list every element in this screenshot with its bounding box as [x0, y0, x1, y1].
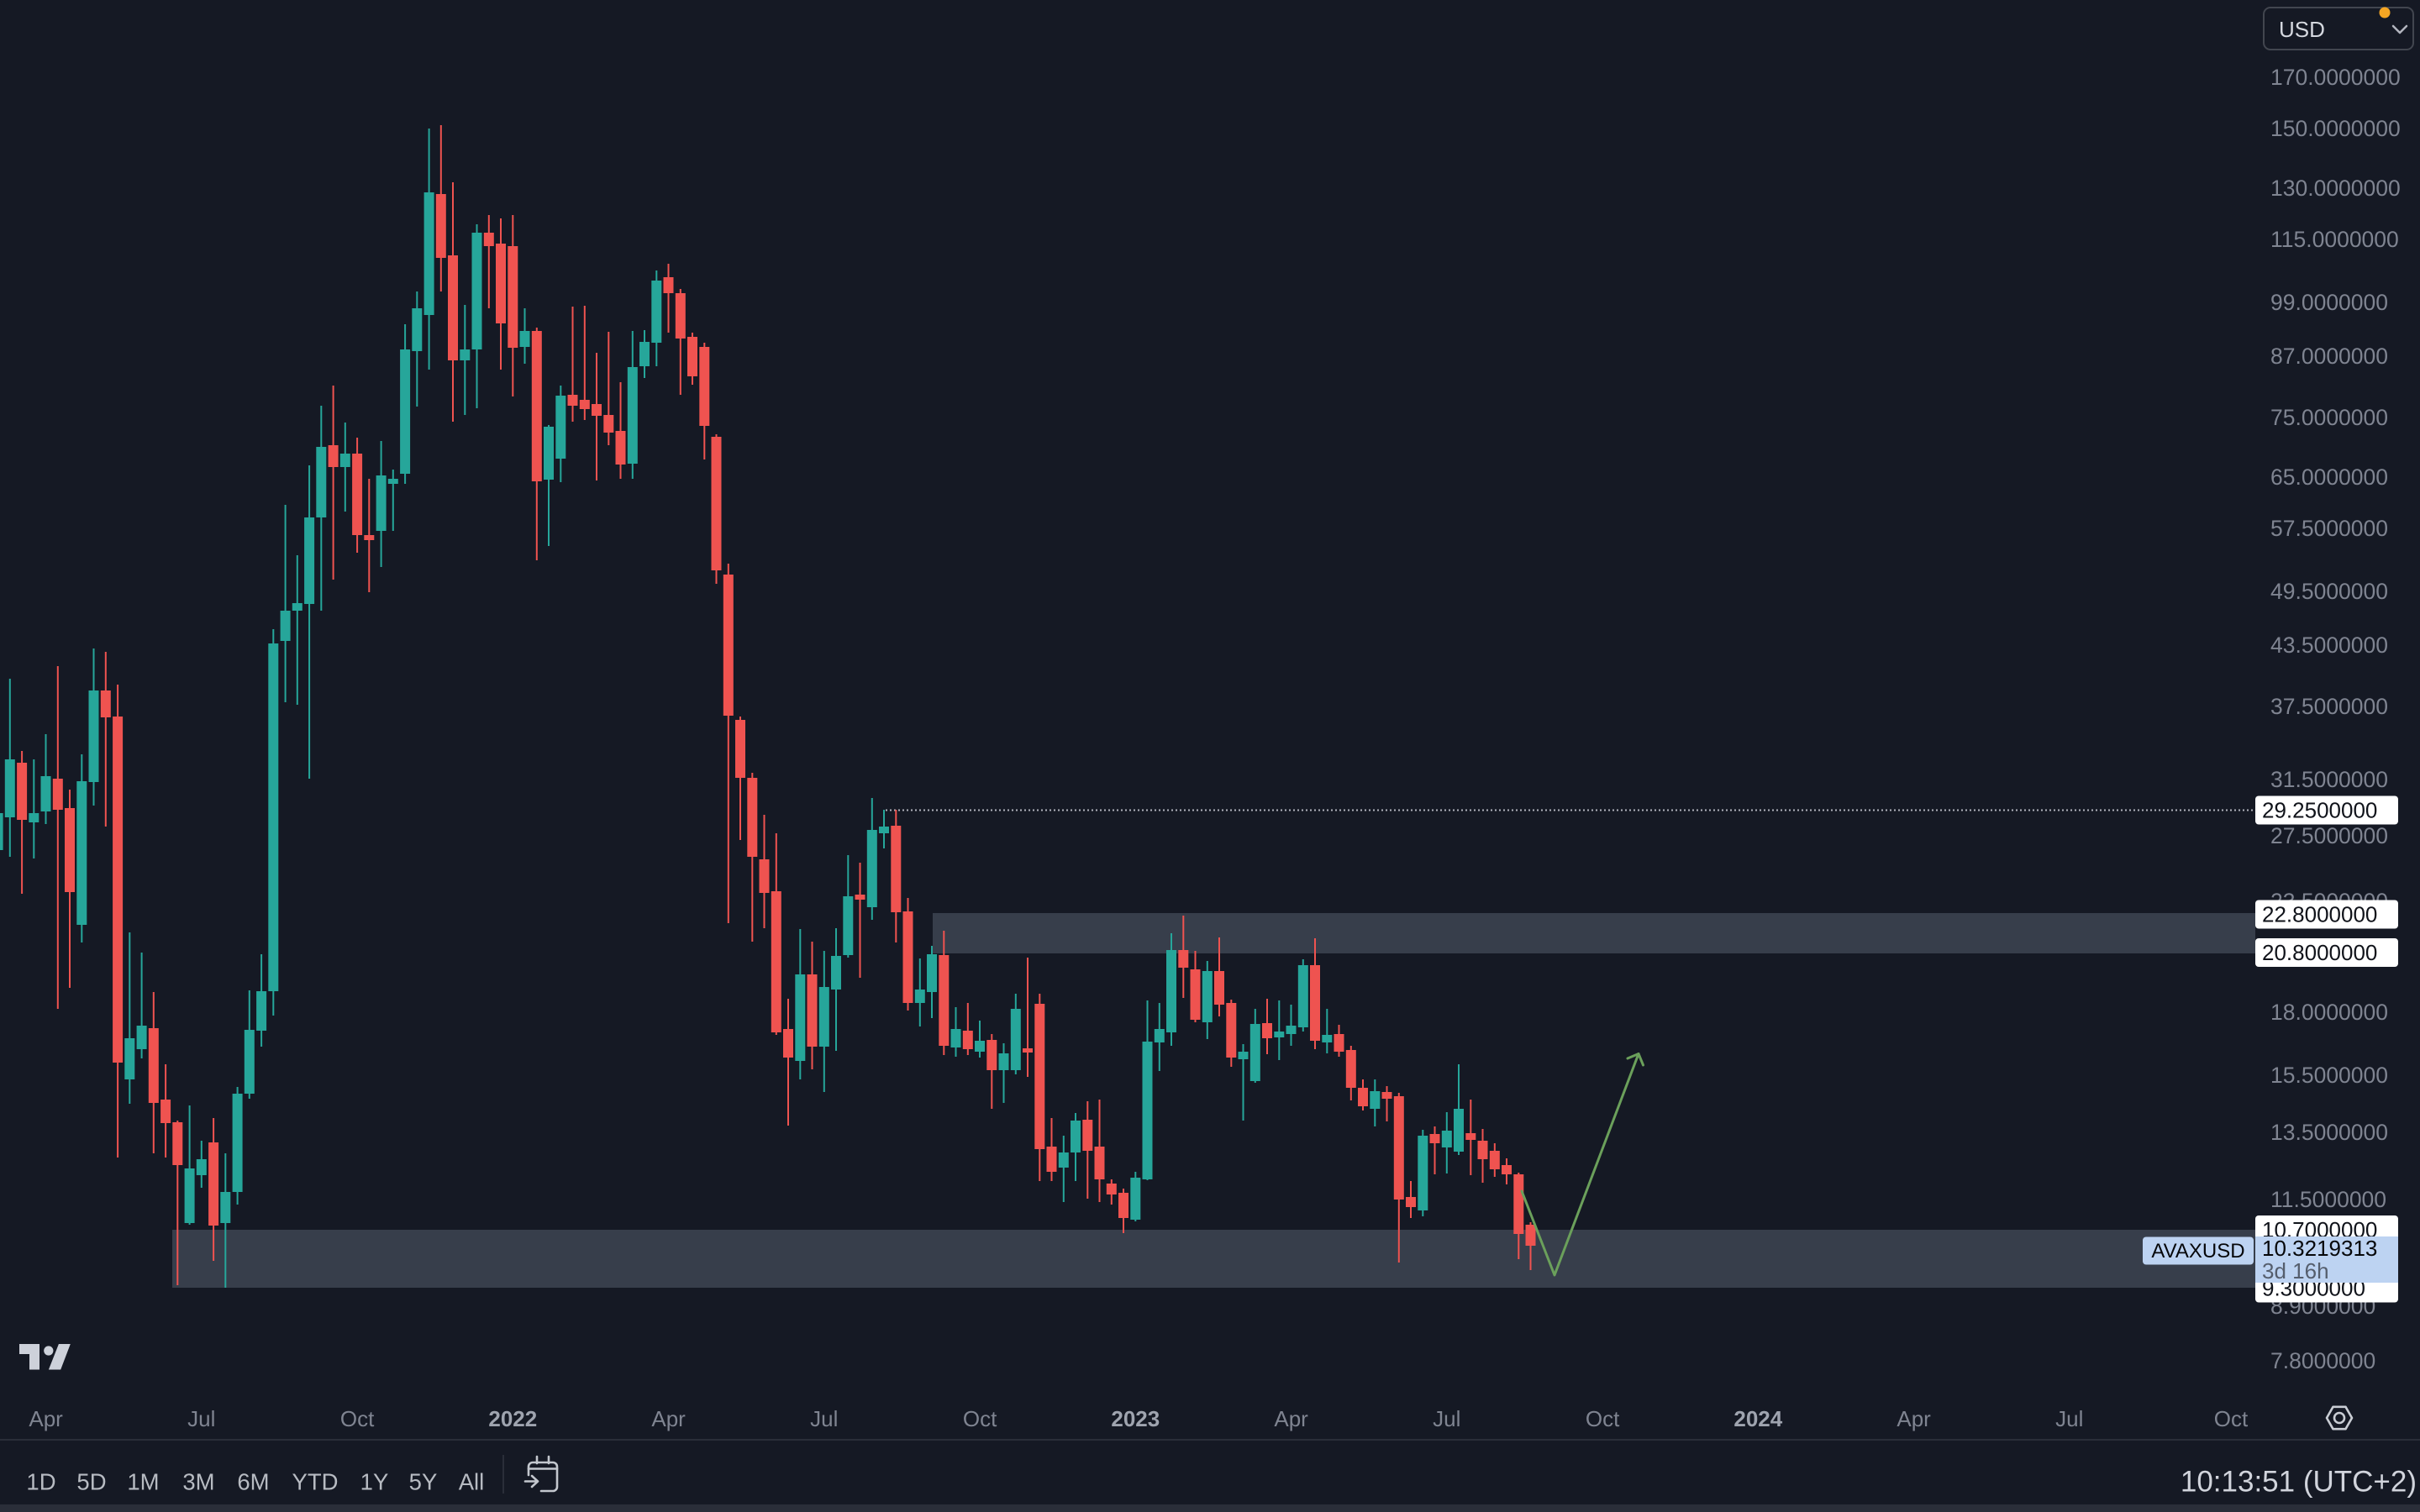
svg-text:Apr: Apr [29, 1406, 63, 1431]
svg-text:Jul: Jul [187, 1406, 215, 1431]
svg-text:57.5000000: 57.5000000 [2270, 516, 2388, 541]
svg-text:Oct: Oct [963, 1406, 997, 1431]
svg-text:3d 16h: 3d 16h [2262, 1258, 2329, 1284]
svg-text:31.5000000: 31.5000000 [2270, 767, 2388, 792]
svg-text:10.3219313: 10.3219313 [2262, 1236, 2377, 1261]
svg-text:2024: 2024 [1733, 1406, 1782, 1431]
svg-text:USD: USD [2279, 17, 2325, 42]
svg-text:20.8000000: 20.8000000 [2262, 940, 2377, 965]
svg-text:1D: 1D [26, 1469, 55, 1495]
svg-text:10:13:51 (UTC+2): 10:13:51 (UTC+2) [2181, 1466, 2417, 1499]
svg-text:2022: 2022 [488, 1406, 537, 1431]
svg-text:6M: 6M [237, 1469, 269, 1495]
svg-text:65.0000000: 65.0000000 [2270, 465, 2388, 490]
svg-text:Apr: Apr [1274, 1406, 1308, 1431]
svg-text:115.0000000: 115.0000000 [2270, 227, 2399, 252]
svg-text:15.5000000: 15.5000000 [2270, 1063, 2388, 1088]
svg-text:1M: 1M [127, 1469, 159, 1495]
svg-text:99.0000000: 99.0000000 [2270, 290, 2388, 315]
svg-text:3M: 3M [182, 1469, 214, 1495]
svg-text:All: All [459, 1469, 485, 1495]
svg-text:Oct: Oct [340, 1406, 375, 1431]
svg-text:Jul: Jul [2055, 1406, 2083, 1431]
svg-text:18.0000000: 18.0000000 [2270, 1000, 2388, 1025]
svg-text:Apr: Apr [651, 1406, 686, 1431]
svg-text:Jul: Jul [1433, 1406, 1460, 1431]
svg-text:27.5000000: 27.5000000 [2270, 823, 2388, 848]
svg-text:43.5000000: 43.5000000 [2270, 633, 2388, 658]
svg-text:Oct: Oct [1586, 1406, 1620, 1431]
svg-text:75.0000000: 75.0000000 [2270, 405, 2388, 430]
svg-text:Jul: Jul [810, 1406, 838, 1431]
svg-text:130.0000000: 130.0000000 [2270, 176, 2401, 201]
svg-text:13.5000000: 13.5000000 [2270, 1120, 2388, 1145]
svg-text:2023: 2023 [1111, 1406, 1160, 1431]
svg-text:87.0000000: 87.0000000 [2270, 344, 2388, 369]
svg-text:29.2500000: 29.2500000 [2262, 798, 2377, 823]
svg-text:37.5000000: 37.5000000 [2270, 694, 2388, 719]
svg-text:7.8000000: 7.8000000 [2270, 1348, 2375, 1373]
svg-text:49.5000000: 49.5000000 [2270, 579, 2388, 604]
svg-text:5D: 5D [76, 1469, 106, 1495]
svg-text:1Y: 1Y [360, 1469, 389, 1495]
svg-text:11.5000000: 11.5000000 [2270, 1187, 2386, 1212]
svg-text:170.0000000: 170.0000000 [2270, 65, 2401, 90]
svg-text:5Y: 5Y [409, 1469, 438, 1495]
svg-text:AVAXUSD: AVAXUSD [2151, 1240, 2244, 1263]
svg-text:Oct: Oct [2214, 1406, 2249, 1431]
svg-text:22.8000000: 22.8000000 [2262, 902, 2377, 927]
svg-text:YTD: YTD [292, 1469, 339, 1495]
svg-text:Apr: Apr [1897, 1406, 1931, 1431]
svg-text:150.0000000: 150.0000000 [2270, 116, 2401, 141]
